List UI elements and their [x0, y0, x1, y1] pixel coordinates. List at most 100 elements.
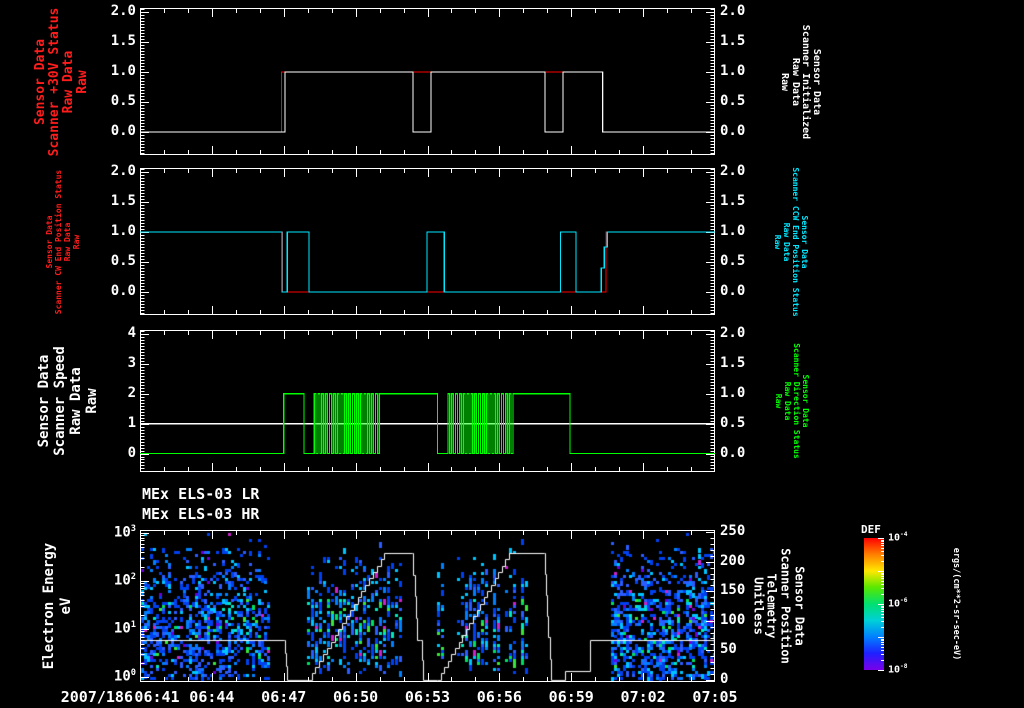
- colorbar-tick: [881, 540, 884, 541]
- x-tick-label: 07:02: [620, 688, 666, 706]
- panel-frame: [140, 8, 715, 155]
- panel-scanner-end-position-status: [140, 168, 715, 315]
- y-tick-label-left: 101: [113, 620, 136, 637]
- y-tick-label-right: 0.0: [720, 283, 746, 300]
- y-tick-label-left: 4: [127, 325, 136, 342]
- colorbar-tick: [881, 647, 884, 648]
- y-tick-label-left: 0.0: [110, 123, 136, 140]
- panel-2-right-axis-label: Sensor Data Scanner Direction Status Raw…: [774, 343, 810, 459]
- y-tick-label-right: 0.5: [720, 92, 746, 109]
- colorbar-tick: [881, 617, 884, 618]
- colorbar-tick: [881, 621, 884, 622]
- y-tick-label-left: 0.5: [110, 92, 136, 109]
- colorbar-tick: [881, 650, 884, 651]
- colorbar-tick: [881, 642, 884, 643]
- y-tick-label-left: 0: [127, 444, 136, 461]
- y-tick-label-right: 50: [720, 641, 737, 658]
- colorbar-tick: [881, 574, 884, 575]
- colorbar-tick: [881, 541, 884, 542]
- colorbar-tick: [881, 573, 884, 574]
- y-tick-label-right: 1.5: [720, 355, 746, 371]
- colorbar-tick: [881, 578, 884, 579]
- trace-scanner-plus-30v-status-raw: [140, 71, 715, 133]
- y-tick-label-left: 1.5: [110, 32, 136, 49]
- y-tick-label-left: 2.0: [110, 162, 136, 179]
- colorbar-unit-label: ergs/(cm**2-sr-sec-eV): [951, 547, 961, 661]
- y-tick-label-left: 0.5: [110, 252, 136, 269]
- y-tick-label-left: 1.0: [110, 62, 136, 79]
- spectrogram-title-lr: MEx ELS-03 LR: [142, 485, 260, 503]
- colorbar-tick: [881, 548, 884, 549]
- colorbar-tick-label: 10-8: [888, 663, 908, 676]
- x-tick-label: 06:56: [476, 688, 522, 706]
- colorbar-tick: [881, 614, 884, 615]
- y-tick-label-left: 1.5: [110, 192, 136, 209]
- colorbar-tick: [881, 607, 884, 608]
- colorbar-tick: [881, 640, 884, 641]
- colorbar-tick: [881, 609, 884, 610]
- colorbar-tick: [881, 551, 884, 552]
- trace-scanner-ccw-end-position-status-raw: [140, 231, 715, 293]
- y-tick-label-right: 1.5: [720, 192, 746, 209]
- colorbar-tick: [881, 545, 884, 546]
- colorbar-tick: [881, 581, 884, 582]
- y-tick-label-right: 1.0: [720, 62, 746, 79]
- y-tick-label-right: 200: [720, 552, 746, 569]
- y-tick-label-left: 103: [113, 523, 136, 541]
- colorbar-tick: [881, 561, 884, 562]
- colorbar-title: DEF: [861, 523, 881, 536]
- colorbar-tick: [881, 588, 884, 589]
- x-tick-label: 06:53: [404, 688, 451, 706]
- panel-1-right-axis-label: Sensor Data Scanner CCW End Position Sta…: [773, 166, 809, 317]
- colorbar-tick-label: 10-6: [888, 597, 908, 610]
- panel-frame: [140, 330, 715, 472]
- colorbar-tick: [881, 639, 884, 640]
- panel-0-right-axis-label: Sensor Data Scanner Initialized Raw Data…: [779, 24, 823, 139]
- panel-scanner-speed-direction: [140, 330, 715, 472]
- x-tick-label: 06:50: [333, 688, 379, 706]
- colorbar-tick: [881, 543, 884, 544]
- colorbar-tick: [881, 611, 884, 612]
- x-tick-label: 07:05: [692, 688, 738, 706]
- panel-els-spectrogram: [140, 530, 715, 682]
- colorbar-tick: [881, 606, 884, 607]
- y-tick-label-right: 0.5: [720, 414, 746, 431]
- x-tick-label: 06:41: [134, 688, 180, 706]
- y-tick-label-left: 102: [113, 571, 136, 589]
- panel-2-left-axis-label: Sensor Data Scanner Speed Raw Data Raw: [35, 346, 101, 456]
- panel-frame: [140, 530, 715, 682]
- y-tick-label-left: 0.0: [110, 283, 136, 300]
- colorbar-tick: [878, 538, 884, 539]
- y-tick-label-right: 2.0: [720, 325, 746, 342]
- spectrogram-title-hr: MEx ELS-03 HR: [142, 505, 260, 523]
- panel-frame: [140, 168, 715, 315]
- y-tick-label-right: 0: [720, 670, 729, 687]
- y-tick-label-right: 0.0: [720, 444, 746, 461]
- y-tick-label-left: 2: [127, 385, 136, 401]
- x-axis-date-label: 2007/186: [60, 688, 133, 706]
- y-tick-label-right: 0.5: [720, 252, 746, 269]
- panel-scanner-30v-status: [140, 8, 715, 155]
- y-tick-label-right: 150: [720, 582, 746, 599]
- trace-scanner-initialized-raw: [140, 71, 715, 133]
- colorbar-tick: [881, 576, 884, 577]
- colorbar-tick: [878, 670, 884, 671]
- x-tick-label: 06:44: [189, 688, 235, 706]
- panel-1-left-axis-label: Sensor Data Scanner CW End Position Stat…: [45, 169, 81, 314]
- y-tick-label-left: 1.0: [110, 222, 136, 239]
- panel-0-left-axis-label: Sensor Data Scanner +30V Status Raw Data…: [32, 7, 91, 156]
- colorbar-tick: [878, 604, 884, 605]
- panel-3-left-axis-label: Electron Energy eV: [41, 542, 74, 670]
- spectrogram-canvas: [140, 530, 715, 682]
- colorbar-tick: [881, 644, 884, 645]
- y-tick-label-right: 2.0: [720, 162, 746, 179]
- y-tick-label-right: 2.0: [720, 2, 746, 19]
- y-tick-label-right: 1.5: [720, 32, 746, 49]
- y-tick-label-right: 250: [720, 523, 746, 540]
- colorbar-tick: [878, 637, 884, 638]
- colorbar-tick: [881, 627, 884, 628]
- colorbar-tick-label: 10-4: [888, 531, 908, 544]
- y-tick-label-left: 1: [127, 414, 136, 431]
- panel-3-right-axis-label: Sensor Data Scanner Position Telemetry U…: [751, 548, 807, 664]
